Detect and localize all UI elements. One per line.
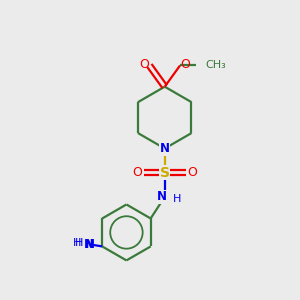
- Text: N: N: [160, 142, 170, 155]
- Text: N: N: [85, 238, 95, 251]
- Text: N: N: [84, 238, 94, 251]
- Text: O: O: [180, 58, 190, 70]
- Text: H: H: [73, 238, 81, 248]
- Text: S: S: [160, 166, 170, 180]
- Text: H: H: [75, 238, 84, 248]
- Text: O: O: [132, 166, 142, 179]
- Text: O: O: [139, 58, 149, 70]
- Text: H: H: [173, 194, 181, 204]
- Text: O: O: [188, 166, 197, 179]
- Text: N: N: [158, 190, 167, 203]
- Text: CH₃: CH₃: [205, 61, 226, 70]
